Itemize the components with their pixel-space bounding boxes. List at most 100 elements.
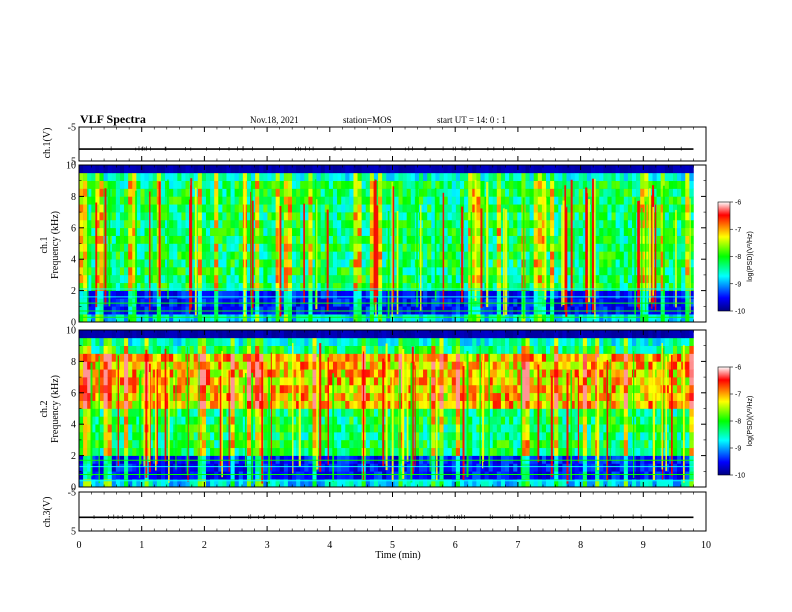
- spectrogram-cell: [435, 172, 440, 181]
- spectrogram-cell: [341, 274, 346, 284]
- spectrogram-cell: [337, 345, 342, 354]
- spectrogram-cell: [160, 251, 166, 260]
- spectrogram-cell: [115, 180, 121, 189]
- spectrogram-cell: [570, 259, 575, 268]
- spectrogram-cell: [365, 384, 371, 394]
- spectrogram-cell: [689, 235, 694, 244]
- spectrogram-cell: [627, 282, 633, 291]
- spectrogram-cell: [394, 282, 399, 291]
- spectrogram-cell: [574, 235, 580, 244]
- spectrogram-cell: [582, 172, 588, 181]
- spectrogram-cell: [423, 251, 428, 260]
- spectrogram-cell: [337, 251, 342, 260]
- spectrogram-cell: [492, 219, 498, 229]
- spectrogram-cell: [99, 290, 104, 299]
- spectrogram-cell: [394, 274, 399, 284]
- spectrogram-cell: [308, 267, 313, 276]
- spectrogram-cell: [292, 408, 297, 417]
- spectrogram-cell: [353, 267, 358, 276]
- spectrogram-cell: [136, 337, 141, 346]
- spectrogram-cell: [140, 479, 145, 488]
- spectrogram-cell: [119, 180, 125, 189]
- spectrogram-cell: [230, 188, 235, 197]
- spectrogram-cell: [214, 400, 219, 409]
- spectrogram-cell: [320, 424, 326, 433]
- spectrogram-cell: [304, 251, 309, 260]
- spectrogram-cell: [140, 439, 145, 449]
- spectrogram-cell: [275, 259, 281, 268]
- spectrogram-cell: [566, 282, 571, 291]
- spectrogram-cell: [566, 180, 571, 189]
- spectrogram-cell: [287, 463, 293, 472]
- spectrogram-cell: [582, 259, 588, 268]
- spectrogram-cell: [296, 345, 301, 354]
- spectrogram-cell: [615, 235, 621, 244]
- spectrogram-cell: [99, 455, 104, 464]
- spectrogram-cell: [83, 447, 88, 456]
- spectrogram-cell: [275, 447, 281, 456]
- spectrogram-cell: [353, 392, 358, 401]
- spectrogram-cell: [345, 243, 350, 252]
- spectrogram-cell: [308, 290, 313, 299]
- spectrogram-cell: [406, 314, 412, 323]
- spectrogram-cell: [251, 165, 256, 174]
- spectrogram-cell: [402, 180, 408, 189]
- spectrogram-cell: [95, 471, 100, 480]
- spectrogram-cell: [308, 447, 313, 456]
- spectrogram-cell: [283, 463, 289, 472]
- spectrogram-cell: [230, 165, 235, 174]
- spectrogram-cell: [292, 400, 297, 409]
- spectrogram-cell: [357, 251, 362, 260]
- spectrogram-cell: [578, 243, 584, 252]
- spectrogram-cell: [660, 165, 666, 174]
- spectrogram-cell: [316, 392, 321, 401]
- spectrogram-cell: [574, 180, 580, 189]
- spectrogram-cell: [205, 196, 211, 205]
- spectrogram-cell: [529, 267, 535, 276]
- spectrogram-cell: [99, 172, 104, 181]
- spectrogram-cell: [263, 251, 268, 260]
- spectrogram-cell: [648, 172, 653, 181]
- spectrogram-cell: [287, 432, 293, 441]
- spectrogram-cell: [386, 416, 391, 425]
- spectrogram-cell: [119, 353, 125, 362]
- spectrogram-cell: [152, 219, 158, 229]
- spectrogram-cell: [472, 298, 477, 307]
- spectrogram-cell: [124, 377, 129, 386]
- spectrogram-cell: [83, 298, 88, 307]
- spectrogram-cell: [136, 384, 141, 394]
- spectrogram-cell: [574, 259, 580, 268]
- spectrogram-cell: [402, 235, 408, 244]
- spectrogram-cell: [431, 219, 436, 229]
- spectrogram-cell: [595, 235, 600, 244]
- spectrogram-cell: [619, 243, 625, 252]
- spectrogram-cell: [177, 471, 182, 480]
- spectrogram-cell: [357, 361, 362, 370]
- spectrogram-cell: [124, 212, 129, 221]
- spectrogram-cell: [87, 432, 92, 441]
- spectrogram-cell: [390, 172, 395, 181]
- spectrogram-cell: [603, 235, 608, 244]
- spectrogram-cell: [365, 369, 371, 378]
- spectrogram-cell: [677, 243, 682, 252]
- spectrogram-cell: [255, 227, 260, 236]
- spectrogram-cell: [439, 251, 444, 260]
- spectrogram-cell: [95, 290, 100, 299]
- spectrogram-cell: [574, 298, 580, 307]
- spectrogram-cell: [599, 314, 604, 323]
- spectrogram-cell: [210, 196, 215, 205]
- spectrogram-cell: [582, 298, 588, 307]
- spectrogram-cell: [148, 306, 154, 315]
- spectrogram-cell: [320, 432, 326, 441]
- spectrogram-cell: [500, 314, 506, 323]
- spectrogram-cell: [632, 251, 637, 260]
- spectrogram-cell: [451, 259, 457, 268]
- spectrogram-cell: [570, 243, 575, 252]
- spectrogram-cell: [259, 180, 264, 189]
- spectrogram-cell: [189, 455, 194, 464]
- spectrogram-cell: [361, 282, 367, 291]
- spectrogram-cell: [132, 267, 137, 276]
- spectrogram-cell: [550, 204, 555, 213]
- spectrogram-cell: [525, 196, 530, 205]
- spectrogram-cell: [304, 235, 309, 244]
